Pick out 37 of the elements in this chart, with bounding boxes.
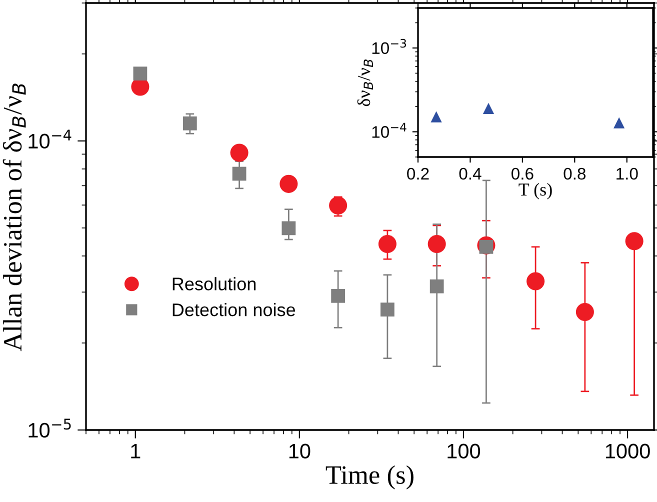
point (430, 111, 442, 122)
legend-label: Detection noise (172, 302, 296, 316)
y-tick-label: 10$^{−3}$ (372, 38, 406, 54)
point (230, 144, 248, 162)
point (428, 234, 446, 254)
point (625, 232, 644, 250)
x-tick-label: 0.4 (459, 168, 482, 180)
point (280, 174, 298, 193)
point (133, 66, 148, 81)
x-tick-label: 0.2 (407, 168, 429, 180)
x-tick-label: 1000 (606, 444, 650, 458)
point (576, 302, 594, 322)
point (378, 234, 396, 254)
x-tick-label: 100 (448, 444, 480, 458)
y-axis-title: δν$_{B}$/ν$_{B}$ (357, 60, 373, 106)
point (380, 302, 394, 317)
y-axis-title: Allan deviation of δν$_{B}$/ν$_{B}$ (2, 84, 26, 352)
x-axis-title: Time (s) (326, 465, 414, 490)
x-tick-label: 10 (289, 444, 310, 458)
point (614, 117, 625, 128)
x-axis-title: T (s) (518, 182, 552, 200)
legend-label: Resolution (172, 277, 256, 290)
x-tick-label: 0.8 (564, 168, 586, 180)
point (182, 116, 197, 130)
point (282, 221, 296, 236)
point (482, 102, 494, 114)
x-tick-label: 1.0 (616, 168, 638, 180)
point (329, 196, 348, 215)
y-tick-label: 10$^{−4}$ (372, 122, 406, 138)
point (331, 288, 346, 303)
point (526, 272, 545, 290)
y-tick-label: 10$^{−5}$ (28, 418, 71, 438)
x-tick-label: 1 (131, 444, 140, 458)
x-tick-label: 0.6 (512, 168, 534, 180)
point (430, 279, 444, 294)
point (232, 166, 246, 181)
y-tick-label: 10$^{−4}$ (28, 130, 72, 149)
